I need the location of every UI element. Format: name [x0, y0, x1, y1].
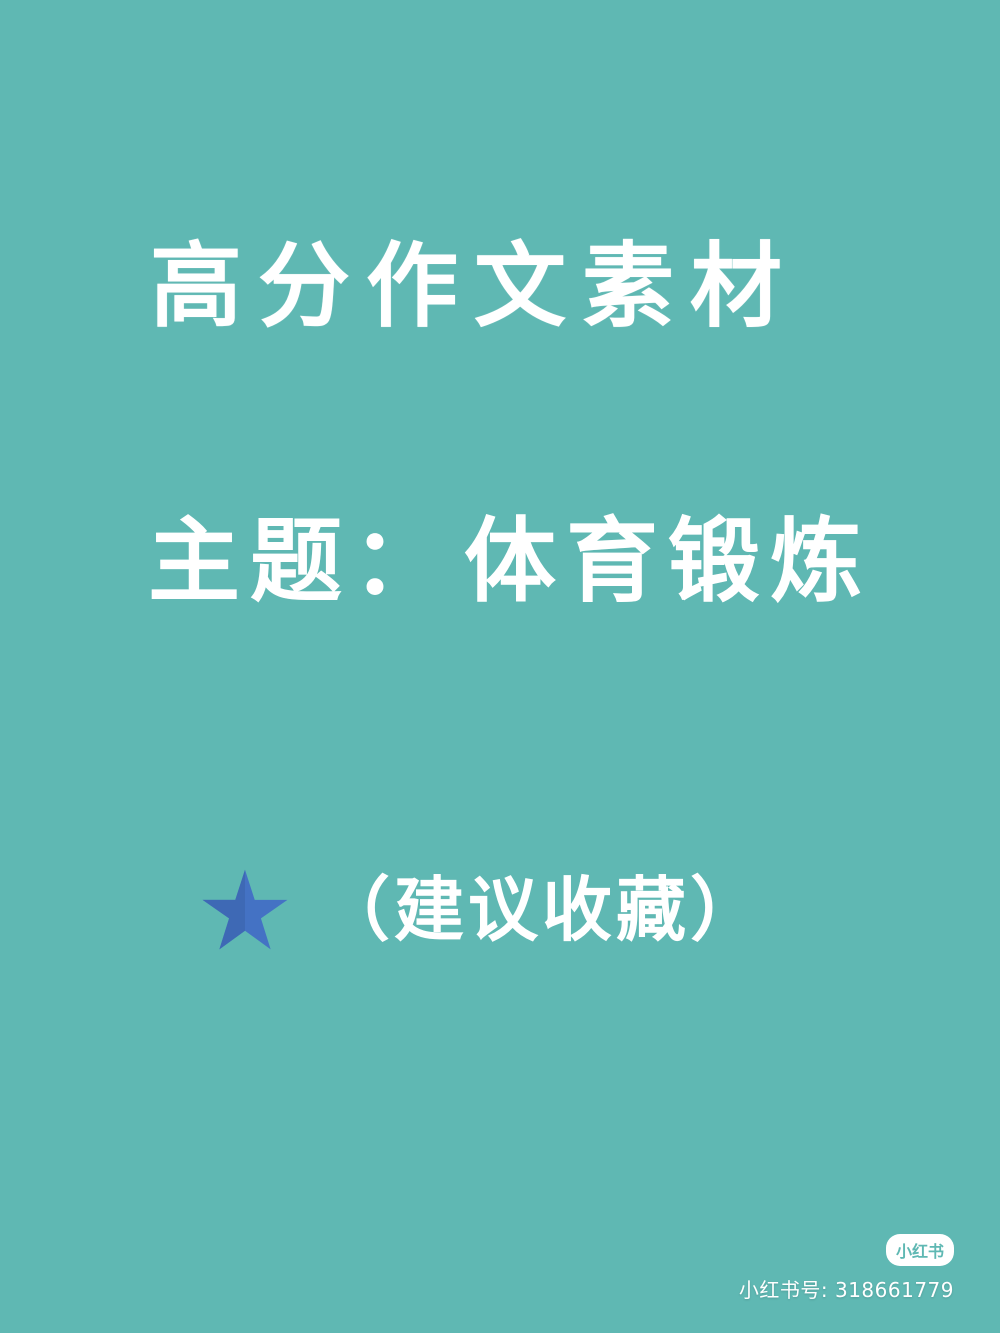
page-title: 高分作文素材 — [150, 232, 799, 340]
suggestion-line: （建议收藏） — [200, 865, 764, 955]
suggestion-text: （建议收藏） — [320, 868, 764, 951]
watermark-id: 小红书号: 318661779 — [738, 1278, 954, 1302]
star-icon — [202, 869, 288, 950]
watermark: 小红书 小红书号: 318661779 — [739, 1234, 954, 1303]
topic-label: 主题： — [148, 507, 455, 615]
watermark-logo: 小红书 — [885, 1234, 954, 1266]
topic-line: 主题： 体育锻炼 — [148, 515, 872, 607]
topic-value: 体育锻炼 — [464, 507, 873, 615]
